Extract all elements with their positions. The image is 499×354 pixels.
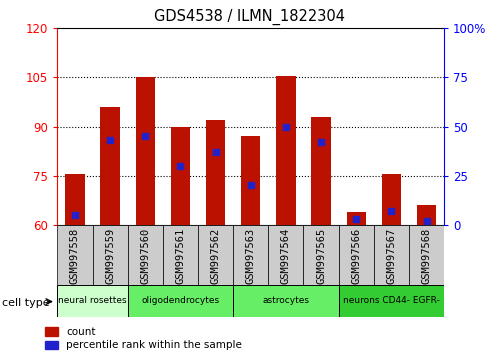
Bar: [128, 285, 233, 317]
Text: neural rosettes: neural rosettes: [58, 296, 127, 306]
Bar: [374, 225, 409, 285]
Text: GSM997563: GSM997563: [246, 228, 256, 284]
Text: GSM997567: GSM997567: [386, 228, 396, 284]
Bar: [339, 225, 374, 285]
Bar: [57, 285, 128, 317]
Bar: [303, 225, 339, 285]
Bar: [346, 212, 366, 225]
Text: cell type: cell type: [2, 298, 50, 308]
Text: GSM997566: GSM997566: [351, 228, 361, 284]
Text: GSM997561: GSM997561: [176, 228, 186, 284]
Legend: count, percentile rank within the sample: count, percentile rank within the sample: [45, 327, 242, 350]
Bar: [311, 117, 331, 225]
Text: neurons CD44- EGFR-: neurons CD44- EGFR-: [343, 296, 440, 306]
Text: astrocytes: astrocytes: [262, 296, 309, 306]
Bar: [92, 225, 128, 285]
Text: GSM997562: GSM997562: [211, 228, 221, 284]
Text: oligodendrocytes: oligodendrocytes: [141, 296, 220, 306]
Bar: [163, 225, 198, 285]
Bar: [128, 225, 163, 285]
Bar: [276, 76, 295, 225]
Bar: [198, 225, 233, 285]
Text: GDS4538 / ILMN_1822304: GDS4538 / ILMN_1822304: [154, 9, 345, 25]
Bar: [339, 285, 444, 317]
Text: GSM997558: GSM997558: [70, 228, 80, 284]
Bar: [171, 126, 190, 225]
Bar: [206, 120, 225, 225]
Bar: [409, 225, 444, 285]
Bar: [417, 205, 436, 225]
Bar: [268, 225, 303, 285]
Text: GSM997564: GSM997564: [281, 228, 291, 284]
Bar: [382, 174, 401, 225]
Bar: [57, 225, 92, 285]
Bar: [100, 107, 120, 225]
Text: GSM997560: GSM997560: [140, 228, 150, 284]
Bar: [233, 225, 268, 285]
Bar: [241, 136, 260, 225]
Bar: [233, 285, 339, 317]
Bar: [65, 174, 85, 225]
Text: GSM997559: GSM997559: [105, 228, 115, 284]
Text: GSM997565: GSM997565: [316, 228, 326, 284]
Bar: [136, 78, 155, 225]
Text: GSM997568: GSM997568: [422, 228, 432, 284]
